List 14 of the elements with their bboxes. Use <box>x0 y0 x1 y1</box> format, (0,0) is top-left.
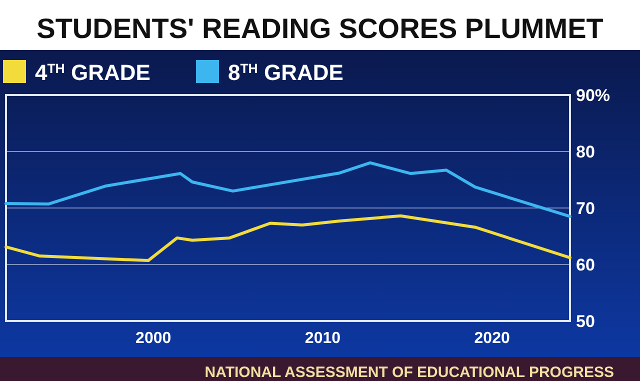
text: NATIONAL ASSESSMENT OF EDUCATIONAL PROGRESS <box>204 364 614 381</box>
x-tick-label: 2010 <box>304 330 341 347</box>
legend-label: 8$^{TH}$ GRADE <box>228 60 344 85</box>
x-tick-label: 2020 <box>474 330 510 347</box>
y-tick-label: 80 <box>576 142 595 162</box>
y-tick-label: 50 <box>576 312 595 331</box>
line-series <box>4 161 572 218</box>
y-tick-label: 60 <box>576 255 595 274</box>
y-tick-label: 90% <box>576 86 610 105</box>
line-series <box>4 214 572 262</box>
legend-label: 4$^{TH}$ GRADE <box>35 60 150 85</box>
chart-title: STUDENTS' READING SCORES PLUMMET <box>36 13 604 44</box>
y-tick-label: 70 <box>576 198 595 218</box>
x-tick-label: 2000 <box>136 330 172 347</box>
